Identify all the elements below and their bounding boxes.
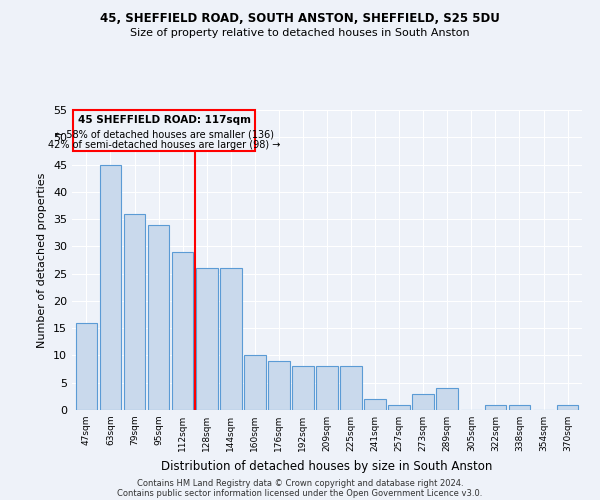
Bar <box>485 404 506 410</box>
Bar <box>340 366 362 410</box>
Text: 45 SHEFFIELD ROAD: 117sqm: 45 SHEFFIELD ROAD: 117sqm <box>77 116 251 126</box>
Text: Contains HM Land Registry data © Crown copyright and database right 2024.: Contains HM Land Registry data © Crown c… <box>137 478 463 488</box>
Bar <box>388 404 410 410</box>
Bar <box>268 361 290 410</box>
Bar <box>316 366 338 410</box>
Bar <box>244 356 266 410</box>
Bar <box>196 268 218 410</box>
FancyBboxPatch shape <box>73 110 255 151</box>
Bar <box>124 214 145 410</box>
Text: Size of property relative to detached houses in South Anston: Size of property relative to detached ho… <box>130 28 470 38</box>
Bar <box>509 404 530 410</box>
Bar <box>148 224 169 410</box>
Text: ← 58% of detached houses are smaller (136): ← 58% of detached houses are smaller (13… <box>55 129 274 139</box>
X-axis label: Distribution of detached houses by size in South Anston: Distribution of detached houses by size … <box>161 460 493 472</box>
Y-axis label: Number of detached properties: Number of detached properties <box>37 172 47 348</box>
Bar <box>172 252 193 410</box>
Bar <box>364 399 386 410</box>
Bar <box>557 404 578 410</box>
Bar <box>76 322 97 410</box>
Bar <box>100 164 121 410</box>
Text: 42% of semi-detached houses are larger (98) →: 42% of semi-detached houses are larger (… <box>48 140 280 150</box>
Text: Contains public sector information licensed under the Open Government Licence v3: Contains public sector information licen… <box>118 488 482 498</box>
Bar <box>436 388 458 410</box>
Bar <box>412 394 434 410</box>
Text: 45, SHEFFIELD ROAD, SOUTH ANSTON, SHEFFIELD, S25 5DU: 45, SHEFFIELD ROAD, SOUTH ANSTON, SHEFFI… <box>100 12 500 26</box>
Bar <box>220 268 242 410</box>
Bar <box>292 366 314 410</box>
